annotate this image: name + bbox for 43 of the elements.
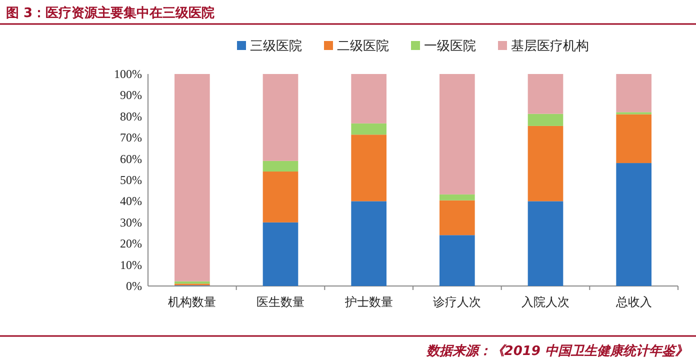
bar bbox=[351, 134, 386, 202]
legend-label: 基层医疗机构 bbox=[511, 39, 589, 54]
x-tick-label: 医生数量 bbox=[256, 295, 304, 309]
bar bbox=[528, 126, 564, 202]
y-tick-label: 90% bbox=[120, 88, 142, 102]
legend-label: 二级医院 bbox=[337, 39, 389, 54]
bar bbox=[616, 74, 652, 112]
y-tick-label: 80% bbox=[120, 109, 142, 124]
x-tick-label: 诊疗人次 bbox=[433, 295, 482, 309]
bar bbox=[528, 201, 564, 286]
bar bbox=[440, 200, 475, 236]
bar bbox=[440, 74, 475, 194]
bar bbox=[262, 74, 298, 161]
bar bbox=[528, 74, 564, 114]
bar bbox=[351, 201, 386, 286]
bar bbox=[174, 74, 210, 282]
x-tick-label: 入院人次 bbox=[522, 295, 570, 309]
bar bbox=[440, 194, 475, 200]
source-note: 数据来源：《2019 中国卫生健康统计年鉴》 bbox=[425, 343, 688, 359]
bar bbox=[262, 172, 298, 222]
y-tick-label: 20% bbox=[120, 236, 142, 251]
bar bbox=[616, 163, 652, 286]
bar bbox=[262, 160, 298, 172]
bar bbox=[351, 123, 386, 135]
x-tick-label: 机构数量 bbox=[168, 295, 216, 309]
legend-label: 一级医院 bbox=[424, 39, 476, 54]
bar bbox=[351, 74, 386, 124]
bar bbox=[616, 114, 652, 164]
bar bbox=[440, 235, 475, 286]
bar bbox=[528, 114, 564, 126]
y-tick-label: 30% bbox=[120, 215, 142, 230]
chart-title: 图 3：医疗资源主要集中在三级医院 bbox=[6, 5, 215, 21]
y-tick-label: 0% bbox=[126, 279, 142, 293]
bar bbox=[262, 222, 298, 286]
y-tick-label: 60% bbox=[120, 152, 142, 166]
y-tick-label: 70% bbox=[120, 130, 142, 145]
x-tick-label: 护士数量 bbox=[344, 295, 393, 309]
y-tick-label: 50% bbox=[120, 173, 142, 187]
y-tick-label: 40% bbox=[120, 194, 142, 208]
y-tick-label: 100% bbox=[114, 67, 142, 81]
y-tick-label: 10% bbox=[120, 258, 142, 272]
legend-label: 三级医院 bbox=[250, 39, 302, 54]
x-tick-label: 总收入 bbox=[614, 295, 652, 309]
